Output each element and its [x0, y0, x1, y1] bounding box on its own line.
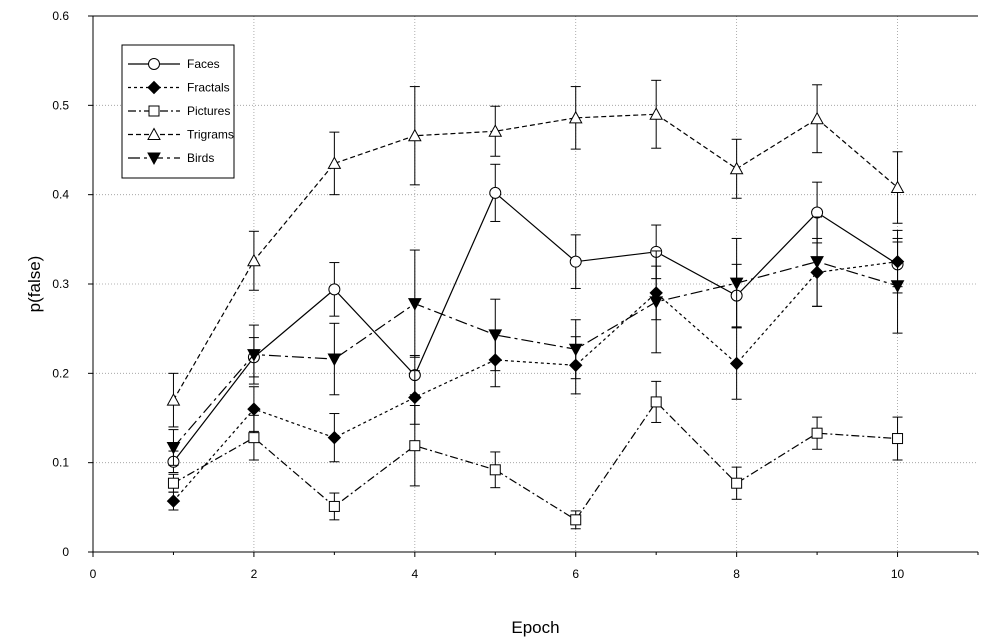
y-tick-label: 0 [62, 545, 69, 559]
data-point-square [731, 477, 743, 489]
data-point-circle [328, 283, 341, 296]
x-tick-label: 2 [251, 567, 258, 581]
series-layer [166, 79, 905, 530]
y-tick-label: 0.5 [52, 98, 69, 112]
data-point-triangle [890, 180, 905, 194]
series-line [173, 400, 898, 521]
y-axis-title: p(false) [25, 256, 44, 313]
series-trigrams [166, 79, 905, 428]
series-line [173, 261, 898, 502]
data-point-triangle-down [890, 280, 905, 293]
data-point-triangle [568, 110, 583, 124]
y-tick-label: 0.4 [52, 188, 69, 202]
data-point-circle [148, 58, 160, 70]
y-tick-label: 0.2 [52, 366, 69, 380]
data-point-triangle-down [568, 343, 583, 357]
legend-label: Birds [187, 151, 214, 165]
y-tick-label: 0.6 [52, 9, 69, 23]
legend-label: Faces [187, 57, 220, 71]
data-point-triangle [166, 393, 181, 406]
data-point-triangle [649, 107, 664, 120]
data-point-square [148, 105, 160, 117]
series-faces [167, 163, 904, 473]
legend-label: Trigrams [187, 128, 234, 142]
x-axis-title: Epoch [511, 618, 559, 637]
data-point-triangle [247, 253, 261, 267]
data-point-circle [569, 255, 582, 268]
data-point-triangle-down [488, 329, 503, 342]
series-line [172, 113, 898, 401]
data-point-square [328, 500, 340, 512]
data-point-diamond [408, 390, 422, 405]
data-point-diamond [327, 430, 342, 445]
data-point-triangle-down [327, 353, 342, 367]
data-point-triangle-down [147, 152, 161, 166]
data-point-triangle [407, 128, 422, 142]
x-tick-label: 4 [411, 567, 418, 581]
series-line [173, 261, 898, 448]
data-point-triangle-down [166, 441, 181, 455]
legend-label: Pictures [187, 104, 230, 118]
data-point-triangle-down [729, 277, 744, 291]
data-point-square [892, 433, 904, 445]
data-point-triangle [147, 127, 161, 140]
series-fractals [166, 229, 905, 511]
x-tick-label: 10 [891, 567, 905, 581]
data-point-square [489, 464, 501, 476]
legend-label: Fractals [187, 81, 230, 95]
data-point-square [650, 396, 662, 408]
data-point-circle [489, 186, 502, 199]
data-point-square [811, 427, 823, 439]
series-pictures [167, 380, 904, 530]
data-point-diamond [166, 494, 181, 508]
data-point-triangle-down [649, 296, 664, 309]
data-point-triangle-down [810, 256, 824, 269]
legend: Faces Fractals Pictures Trigrams Birds [121, 44, 235, 179]
y-tick-label: 0.3 [52, 277, 69, 291]
data-point-triangle-down [247, 349, 261, 362]
tick-labels: 0 0.1 0.2 0.3 0.4 0.5 0.6 0 2 4 6 8 10 [52, 9, 904, 581]
series-birds [166, 216, 905, 466]
axes [88, 15, 979, 557]
data-point-triangle [327, 156, 342, 169]
data-point-square [248, 432, 260, 444]
data-point-triangle [488, 124, 503, 137]
data-point-triangle-down [407, 298, 422, 311]
data-point-square [167, 477, 179, 489]
x-tick-label: 0 [90, 567, 97, 581]
data-point-diamond [729, 356, 744, 371]
x-tick-label: 8 [733, 567, 740, 581]
series-line [172, 191, 898, 463]
y-tick-label: 0.1 [52, 456, 69, 470]
data-point-diamond [147, 80, 161, 95]
x-tick-label: 6 [572, 567, 579, 581]
data-point-triangle [810, 111, 824, 125]
data-point-triangle [729, 161, 744, 175]
data-point-circle [811, 206, 824, 219]
data-point-square [409, 440, 421, 452]
data-point-square [570, 514, 582, 526]
